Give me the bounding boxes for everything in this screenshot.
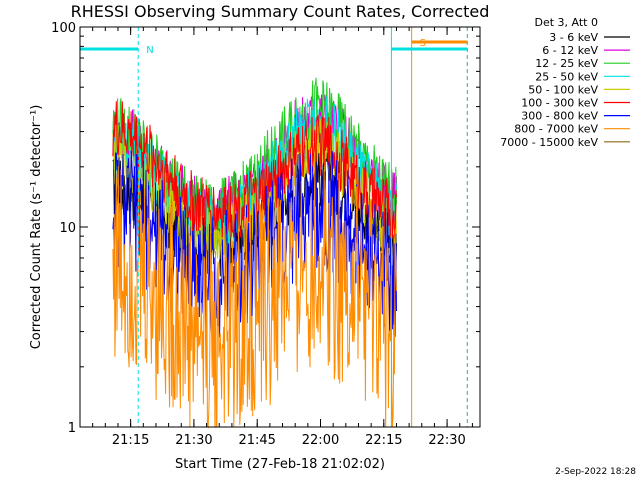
x-tick-label-3: 22:00 <box>302 433 339 448</box>
y-tick-label-0: 1 <box>68 421 76 436</box>
series-line-2 <box>112 77 397 241</box>
legend-item-label-8: 7000 - 15000 keV <box>500 136 598 149</box>
legend-header: Det 3, Att 0 <box>535 16 599 29</box>
series-line-5 <box>112 101 397 242</box>
legend-item-label-4: 50 - 100 keV <box>528 83 598 96</box>
x-tick-label-2: 21:45 <box>238 433 275 448</box>
legend-item-label-6: 300 - 800 keV <box>521 110 598 123</box>
annotation-label-0: N <box>146 45 153 56</box>
x-tick-label-1: 21:30 <box>175 433 212 448</box>
legend-item-label-0: 3 - 6 keV <box>549 31 598 44</box>
legend-item-label-2: 12 - 25 keV <box>535 57 598 70</box>
y-axis: 1 10 100 <box>51 21 480 436</box>
x-axis-label: Start Time (27-Feb-18 21:02:02) <box>175 457 385 472</box>
series-layer <box>112 77 397 429</box>
series-line-6 <box>112 150 397 338</box>
legend-item-label-3: 25 - 50 keV <box>535 70 598 83</box>
x-axis: 21:15 21:30 21:45 22:00 22:15 22:30 <box>92 27 473 448</box>
y-axis-label: Corrected Count Rate (s⁻¹ detector⁻¹) <box>29 105 44 350</box>
chart-title: RHESSI Observing Summary Count Rates, Co… <box>71 2 490 21</box>
legend-item-label-5: 100 - 300 keV <box>521 97 598 110</box>
legend-item-label-7: 800 - 7000 keV <box>514 123 598 136</box>
x-tick-label-5: 22:30 <box>428 433 465 448</box>
legend-item-label-1: 6 - 12 keV <box>542 44 598 57</box>
x-tick-label-0: 21:15 <box>112 433 149 448</box>
y-tick-label-1: 10 <box>59 221 76 236</box>
y-tick-label-2: 100 <box>51 21 76 36</box>
x-tick-label-4: 22:15 <box>365 433 402 448</box>
annotation-label-1: S <box>420 38 426 49</box>
series-line-7 <box>112 151 397 429</box>
footer-date: 2-Sep-2022 18:28 <box>555 467 636 477</box>
